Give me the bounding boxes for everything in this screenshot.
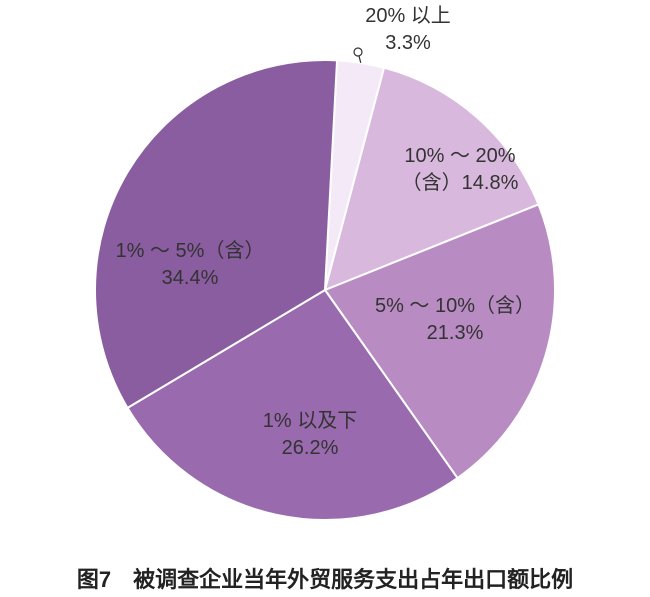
slice-label-line2: （含）14.8% [402, 170, 519, 197]
slice-label-line1: 1% ～ 5%（含） [116, 238, 265, 265]
slice-label-line2: 34.4% [116, 265, 265, 292]
leader-lines-group [354, 48, 362, 63]
slice-label-line1: 1% 以及下 [263, 408, 357, 435]
chart-container: 20% 以上3.3% 10% ～ 20%（含）14.8% 5% ～ 10%（含）21… [0, 0, 650, 597]
slice-label-line1: 20% 以上 [365, 3, 451, 30]
slice-label-under1: 1% 以及下26.2% [263, 408, 357, 462]
slice-label-line2: 26.2% [263, 435, 357, 462]
slice-label-1to5: 1% ～ 5%（含）34.4% [116, 238, 265, 292]
pie-svg [0, 0, 650, 597]
slice-label-line2: 21.3% [375, 320, 535, 347]
slice-label-over20: 20% 以上3.3% [365, 3, 451, 57]
leader-marker-over20 [354, 48, 362, 56]
slice-label-line2: 3.3% [365, 30, 451, 57]
slice-label-line1: 5% ～ 10%（含） [375, 293, 535, 320]
slice-label-10to20: 10% ～ 20%（含）14.8% [402, 143, 519, 197]
slice-label-5to10: 5% ～ 10%（含）21.3% [375, 293, 535, 347]
slice-label-line1: 10% ～ 20% [402, 143, 519, 170]
chart-caption: 图7 被调查企业当年外贸服务支出占年出口额比例 [0, 562, 650, 594]
